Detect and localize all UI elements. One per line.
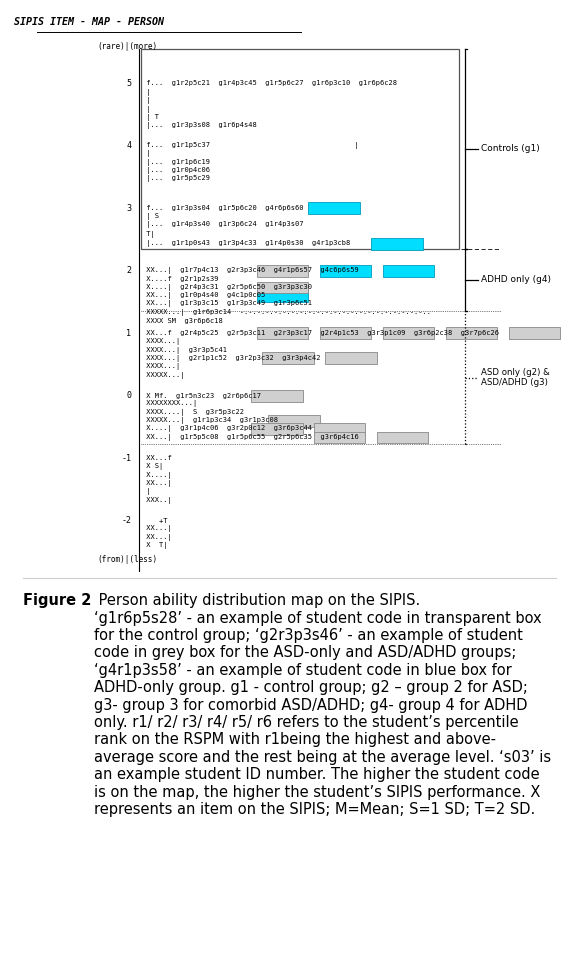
- Bar: [256, 290, 308, 301]
- Text: XXXX...|: XXXX...|: [142, 337, 181, 345]
- Text: ADHD only (g4): ADHD only (g4): [481, 275, 551, 285]
- Text: XX...|: XX...|: [142, 534, 172, 541]
- Text: X....|  g2r4p3c31  g2r5p6c50  g3r3p3c30: X....| g2r4p3c31 g2r5p6c50 g3r3p3c30: [142, 284, 312, 291]
- Bar: [314, 423, 365, 435]
- Text: Controls (g1): Controls (g1): [481, 144, 540, 153]
- Bar: [256, 327, 308, 339]
- Bar: [383, 327, 434, 339]
- Bar: [320, 265, 371, 276]
- Text: 4: 4: [126, 141, 131, 150]
- Text: X  T|: X T|: [142, 542, 168, 549]
- Text: XX...f  g2r4p5c25  g2r5p3c11  g2r3p3c17  g2r4p1c53  g3r3p1c09  g3r6p2c38  g3r7p6: XX...f g2r4p5c25 g2r5p3c11 g2r3p3c17 g2r…: [142, 330, 499, 337]
- Text: |: |: [142, 150, 151, 157]
- Text: | S: | S: [142, 213, 159, 220]
- Text: |: |: [142, 98, 151, 104]
- Text: XX...|  g1r7p4c13  g2r3p3c46  g4r1p6s57  g4c6p6s59: XX...| g1r7p4c13 g2r3p3c46 g4r1p6s57 g4c…: [142, 267, 359, 274]
- Bar: [251, 423, 302, 435]
- Text: 3: 3: [126, 204, 131, 212]
- Text: |...  g1r5p5c29: |... g1r5p5c29: [142, 175, 210, 183]
- Text: X....|: X....|: [142, 471, 172, 479]
- Text: XXXXX...|: XXXXX...|: [142, 372, 185, 379]
- Text: Figure 2: Figure 2: [23, 593, 91, 608]
- Text: 5: 5: [126, 78, 131, 88]
- Text: |: |: [142, 106, 151, 113]
- Text: XXXX....|  S  g3r5p3c22: XXXX....| S g3r5p3c22: [142, 409, 244, 416]
- Text: |...  g1r1p6c19: |... g1r1p6c19: [142, 159, 210, 166]
- Text: -2: -2: [121, 516, 131, 525]
- Bar: [308, 202, 360, 214]
- Bar: [508, 327, 560, 339]
- Text: |: |: [142, 89, 151, 96]
- Text: XX...|  g1r3p3c15  g1r3p3c49  g1r3p6c51: XX...| g1r3p3c15 g1r3p3c49 g1r3p6c51: [142, 300, 312, 307]
- Text: XX...|  g1r5p5c08  g1r5p6c55  g2r5p6c35  g3r6p4c16: XX...| g1r5p5c08 g1r5p6c55 g2r5p6c35 g3r…: [142, 434, 359, 441]
- Text: 1: 1: [126, 329, 131, 337]
- Text: XXXX...|: XXXX...|: [142, 362, 181, 370]
- Text: XXX..|: XXX..|: [142, 496, 172, 504]
- Text: | T: | T: [142, 114, 159, 121]
- Text: (rare)|(more): (rare)|(more): [98, 42, 158, 52]
- Bar: [262, 352, 314, 364]
- Text: ASD only (g2) &
ASD/ADHD (g3): ASD only (g2) & ASD/ADHD (g3): [481, 368, 550, 387]
- Text: XXXX...|  g2r1p1c52  g3r2p3c32  g3r3p4c42: XXXX...| g2r1p1c52 g3r2p3c32 g3r3p4c42: [142, 355, 321, 361]
- Bar: [268, 415, 320, 426]
- Text: -1: -1: [121, 454, 131, 463]
- Text: |: |: [142, 488, 151, 495]
- Text: f...  g1r1p5c37                                  |: f... g1r1p5c37 |: [142, 142, 359, 149]
- Text: X S|: X S|: [142, 463, 163, 469]
- Text: 0: 0: [126, 391, 131, 401]
- Text: 2: 2: [126, 266, 131, 275]
- Text: |...  g1r4p3s40  g1r3p6c24  g1r4p3s07: |... g1r4p3s40 g1r3p6c24 g1r4p3s07: [142, 222, 304, 228]
- Text: Person ability distribution map on the SIPIS.
‘g1r6p5s28’ - an example of studen: Person ability distribution map on the S…: [94, 593, 551, 817]
- Bar: [320, 327, 371, 339]
- Bar: [325, 352, 377, 364]
- Bar: [314, 431, 365, 444]
- Text: XX...|: XX...|: [142, 480, 172, 487]
- Text: |...  g1r1p0s43  g1r3p4c33  g1r4p0s30  g4r1p3cb8: |... g1r1p0s43 g1r3p4c33 g1r4p0s30 g4r1p…: [142, 240, 350, 248]
- Bar: [446, 327, 497, 339]
- Text: X....f  g2r1p2s39: X....f g2r1p2s39: [142, 275, 219, 282]
- Text: X....|  g3r1p4c06  g3r2p0c12  g3r6p3c44: X....| g3r1p4c06 g3r2p0c12 g3r6p3c44: [142, 425, 312, 432]
- Bar: [256, 282, 308, 293]
- Text: |...  g1r3p3s08  g1r6p4s48: |... g1r3p3s08 g1r6p4s48: [142, 122, 257, 129]
- Text: XXXX SM  g3r6p6c18: XXXX SM g3r6p6c18: [142, 317, 223, 324]
- Bar: [377, 431, 428, 444]
- Bar: [383, 265, 434, 276]
- Text: XXXX...|  g3r3p5c41: XXXX...| g3r3p5c41: [142, 346, 227, 354]
- Text: f...  g1r3p3s04  g1r5p6c20  g4r6p6s60: f... g1r3p3s04 g1r5p6c20 g4r6p6s60: [142, 206, 304, 211]
- Text: |...  g1r0p4c06: |... g1r0p4c06: [142, 167, 210, 174]
- Text: f...  g1r2p5c21  g1r4p3c45  g1r5p6c27  g1r6p3c10  g1r6p6c28: f... g1r2p5c21 g1r4p3c45 g1r5p6c27 g1r6p…: [142, 80, 397, 86]
- Bar: [256, 265, 308, 276]
- Bar: [251, 390, 302, 402]
- Bar: [371, 238, 423, 250]
- Text: XXXXX...|  g1r1p3c34  g3r1p3c08: XXXXX...| g1r1p3c34 g3r1p3c08: [142, 417, 278, 424]
- Text: XXXXXXXX...|: XXXXXXXX...|: [142, 401, 197, 407]
- Bar: [141, 49, 459, 249]
- Text: +T: +T: [142, 517, 168, 524]
- Text: SIPIS ITEM - MAP - PERSON: SIPIS ITEM - MAP - PERSON: [14, 17, 164, 27]
- Text: X Mf.  g1r5n3c23  g2r6p6c17: X Mf. g1r5n3c23 g2r6p6c17: [142, 393, 261, 399]
- Text: XXXXX...|  g1r6p3c14  -.-.-.-.-.-.-.-.-.-.-.-.-.-.-.-.-.-.-.-.-.-..: XXXXX...| g1r6p3c14 -.-.-.-.-.-.-.-.-.-.…: [142, 309, 431, 316]
- Text: (from)|(less): (from)|(less): [98, 554, 158, 564]
- Text: XX...|  g1r0p4s40  g4c1p0c05: XX...| g1r0p4s40 g4c1p0c05: [142, 293, 265, 299]
- Text: T|: T|: [142, 230, 155, 238]
- Text: XX...f: XX...f: [142, 455, 172, 461]
- Text: XX...|: XX...|: [142, 525, 172, 532]
